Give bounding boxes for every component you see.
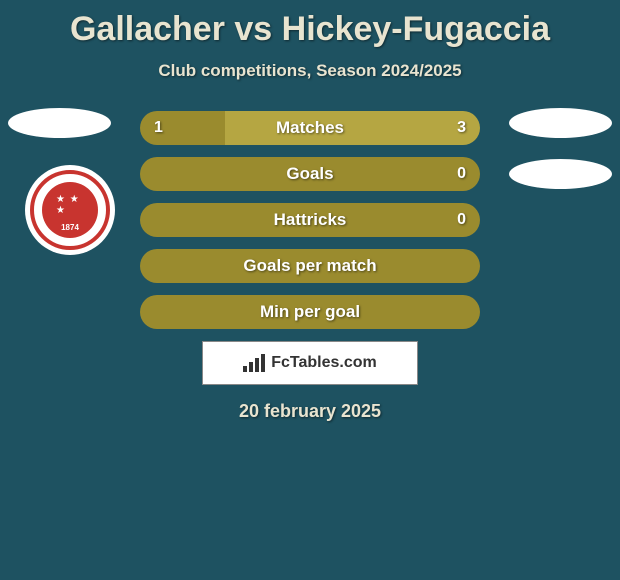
club-badge-ring: ★ ★ ★ <box>30 170 110 250</box>
stat-row: Goals per match <box>140 249 480 283</box>
stat-value-right: 0 <box>457 165 466 183</box>
stat-label: Hattricks <box>274 210 347 230</box>
stat-label: Min per goal <box>260 302 360 322</box>
stat-row: Min per goal <box>140 295 480 329</box>
page-title: Gallacher vs Hickey-Fugaccia <box>0 0 620 49</box>
club-badge-container: ★ ★ ★ <box>25 165 115 255</box>
bar-segment-left <box>140 111 225 145</box>
watermark: FcTables.com <box>202 341 418 385</box>
stat-label: Goals <box>286 164 333 184</box>
watermark-text: FcTables.com <box>271 354 377 372</box>
stat-value-left: 1 <box>154 119 163 137</box>
player-right-oval-2 <box>509 159 612 189</box>
stat-value-right: 0 <box>457 211 466 229</box>
date-text: 20 february 2025 <box>0 401 620 422</box>
stat-label: Matches <box>276 118 344 138</box>
stat-row: Matches 1 3 <box>140 111 480 145</box>
bar-segment-right <box>225 111 480 145</box>
club-badge-icon: ★ ★ ★ <box>42 182 98 238</box>
stat-value-right: 3 <box>457 119 466 137</box>
chart-icon <box>243 354 265 372</box>
stat-label: Goals per match <box>243 256 376 276</box>
stat-row: Goals 0 <box>140 157 480 191</box>
player-right-oval <box>509 108 612 138</box>
comparison-area: ★ ★ ★ Matches 1 3 Goals 0 Hattricks 0 Goals per… <box>0 111 620 422</box>
comparison-bars: Matches 1 3 Goals 0 Hattricks 0 Goals per match… <box>140 111 480 329</box>
subtitle: Club competitions, Season 2024/2025 <box>0 61 620 81</box>
stat-row: Hattricks 0 <box>140 203 480 237</box>
player-left-oval <box>8 108 111 138</box>
club-stars-icon: ★ ★ ★ <box>56 194 84 216</box>
